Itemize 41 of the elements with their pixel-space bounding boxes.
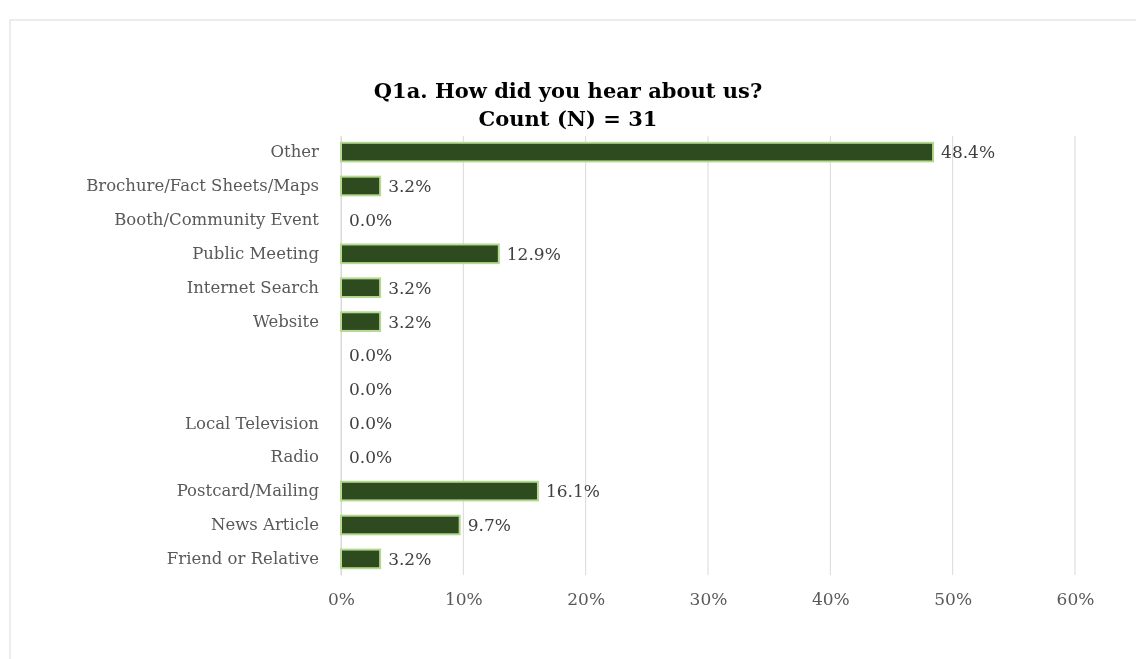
y-tick-label: Public Meeting (192, 244, 320, 264)
y-tick-label: Brochure/Fact Sheets/Maps (86, 176, 319, 196)
bar (340, 514, 461, 536)
y-tick-label: News Article (210, 515, 319, 535)
chart-subtitle: Count (N) = 31 (478, 106, 658, 131)
x-tick-label: 40% (811, 589, 850, 610)
y-tick-label: Other (270, 142, 320, 162)
y-tick-label: Website (252, 311, 319, 331)
x-tick-label: 20% (567, 589, 606, 610)
data-label: 0.0% (349, 447, 393, 468)
data-label: 0.0% (349, 345, 393, 366)
y-tick-label: Internet Search (186, 277, 320, 297)
x-tick-label: 30% (689, 589, 728, 610)
bar (340, 480, 539, 502)
bar (340, 243, 500, 265)
data-label: 3.2% (388, 548, 432, 569)
data-label: 0.0% (349, 379, 393, 400)
y-tick-label: Friend or Relative (166, 549, 319, 569)
data-label: 0.0% (349, 209, 393, 230)
x-tick-label: 60% (1056, 589, 1095, 610)
data-label: 3.2% (388, 311, 432, 332)
bar (340, 311, 382, 332)
x-tick-label: 50% (934, 589, 973, 610)
y-tick-label: Radio (270, 447, 320, 467)
data-label: 16.1% (545, 481, 600, 502)
data-label: 9.7% (467, 514, 511, 535)
y-tick-label: Postcard/Mailing (176, 481, 320, 501)
data-label: 3.2% (388, 277, 432, 298)
bar (340, 548, 382, 570)
data-label: 3.2% (388, 175, 432, 196)
data-label: 12.9% (506, 243, 561, 264)
bar (340, 175, 382, 197)
x-tick-label: 0% (328, 589, 355, 610)
x-tick-label: 10% (444, 589, 483, 610)
data-label: 0.0% (349, 413, 393, 434)
chart-title: Q1a. How did you hear about us? (373, 78, 763, 103)
y-tick-label: Local Television (185, 413, 320, 433)
bar (340, 277, 382, 299)
data-label: 48.4% (941, 142, 996, 163)
bar (340, 141, 935, 163)
y-tick-label: Booth/Community Event (114, 210, 320, 230)
